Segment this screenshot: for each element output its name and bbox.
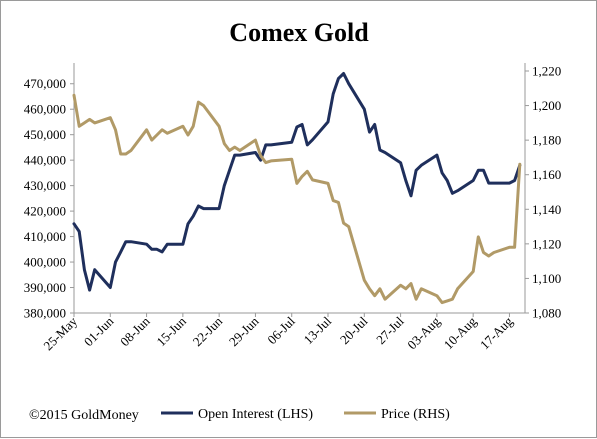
x-axis-tick-label: 17-Aug (477, 313, 516, 352)
right-axis-tick-label: 1,220 (532, 64, 561, 79)
x-axis-tick-label: 03-Aug (404, 313, 443, 352)
axes: 380,000 390,000 400,000 410,000 420,000 430,0… (24, 63, 561, 353)
copyright-text: ©2015 GoldMoney (29, 408, 139, 423)
x-axis-tick-label: 27-Jul (373, 313, 407, 347)
right-axis-tick-label: 1,120 (532, 236, 561, 251)
x-axis-tick-label: 29-Jun (226, 313, 262, 349)
left-axis-tick-label: 460,000 (24, 102, 66, 117)
right-axis-tick-label: 1,180 (532, 133, 561, 148)
left-axis-tick-label: 390,000 (24, 280, 66, 295)
right-axis-tick-label: 1,200 (532, 98, 561, 113)
series-line-price (72, 93, 522, 305)
right-axis-tick-label: 1,160 (532, 167, 561, 182)
x-axis-tick-label: 13-Jul (301, 313, 335, 347)
left-axis-tick-label: 440,000 (24, 153, 66, 168)
left-axis-tick-label: 400,000 (24, 255, 66, 270)
right-axis-tick-label: 1,100 (532, 271, 561, 286)
x-axis-tick-label: 01-Jun (81, 313, 117, 349)
left-axis-tick-label: 430,000 (24, 178, 66, 193)
left-axis-tick-label: 420,000 (24, 204, 66, 219)
legend-label-open-interest: Open Interest (LHS) (198, 407, 313, 422)
legend: Open Interest (LHS) Price (RHS) (161, 407, 450, 422)
left-axis-tick-label: 470,000 (24, 76, 66, 91)
x-axis-tick-label: 15-Jun (153, 313, 189, 349)
x-axis-tick-label: 06-Jul (264, 313, 298, 347)
left-axis-tick-label: 380,000 (24, 306, 66, 321)
series-line-open-interest (72, 72, 522, 292)
legend-label-price: Price (RHS) (381, 407, 450, 422)
right-axis-tick-label: 1,140 (532, 202, 561, 217)
left-axis-tick-label: 450,000 (24, 127, 66, 142)
x-axis-tick-label: 10-Aug (441, 313, 480, 352)
x-axis-tick-label: 08-Jun (117, 313, 153, 349)
right-axis-tick-label: 1,080 (532, 306, 561, 321)
x-axis-tick-label: 22-Jun (190, 313, 226, 349)
left-axis-tick-label: 410,000 (24, 229, 66, 244)
chart-title: Comex Gold (229, 18, 369, 47)
series-layer (72, 72, 522, 305)
x-axis-tick-label: 20-Jul (337, 313, 371, 347)
